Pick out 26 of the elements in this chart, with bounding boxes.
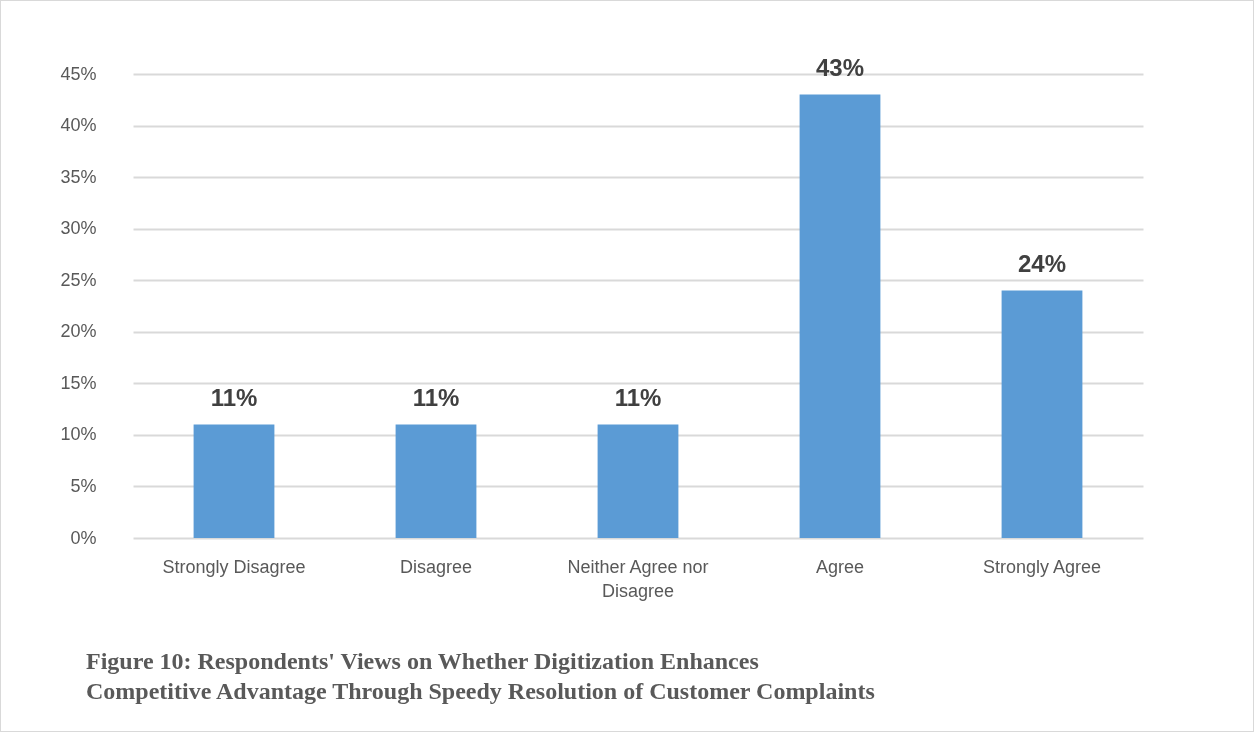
y-tick-label: 20% [60, 321, 97, 342]
y-tick-label: 10% [60, 424, 97, 445]
x-tick-label: Agree [815, 556, 865, 577]
data-label: 11% [210, 383, 258, 411]
y-tick-label: 15% [60, 372, 97, 393]
bar [597, 424, 679, 538]
x-tick-label: Strongly Disagree [162, 556, 306, 577]
y-tick-label: 0% [70, 527, 97, 548]
data-label: 24% [1017, 249, 1067, 277]
data-label: 43% [815, 53, 865, 81]
bar [395, 424, 477, 538]
data-label: 11% [614, 383, 662, 411]
bar [193, 424, 275, 538]
y-tick-label: 5% [70, 475, 97, 496]
text: Figure 10: Respondents' Views on Whether Digitization Enhances Competitive Advantage Through Speedy Resolution of Customer Complaints [86, 648, 875, 704]
bar [1001, 290, 1083, 538]
bar [799, 94, 881, 538]
y-tick-label: 35% [60, 166, 97, 187]
y-tick-label: 40% [60, 115, 97, 136]
x-tick-label: Disagree [399, 556, 473, 577]
y-tick-label: 30% [60, 218, 97, 239]
y-tick-label: 45% [60, 63, 97, 84]
x-tick-label: Strongly Agree [982, 556, 1102, 577]
x-tick-label: Neither Agree nor Disagree [567, 556, 709, 601]
y-tick-label: 25% [60, 269, 97, 290]
data-label: 11% [412, 383, 460, 411]
